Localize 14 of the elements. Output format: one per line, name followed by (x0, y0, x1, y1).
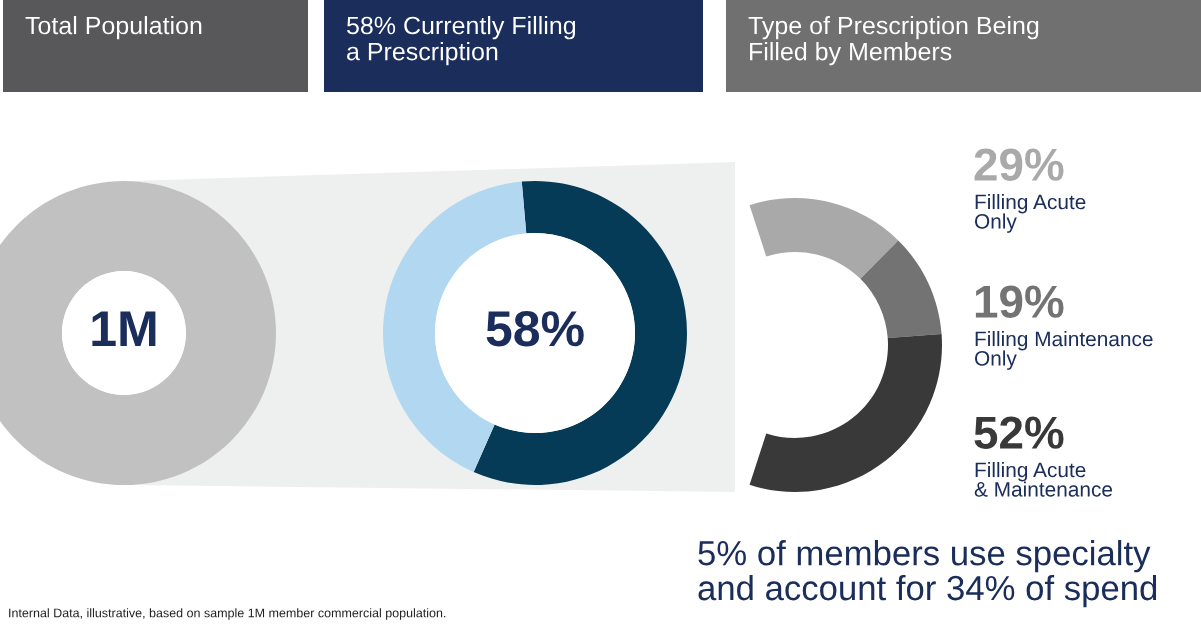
slice-label: Filling Maintenance Only (974, 331, 1153, 370)
chart-title: Total Population (25, 16, 202, 40)
data-label: 29% (974, 148, 1064, 181)
data-label: 52% (974, 416, 1064, 449)
text: Internal Data, illustrative, based on sample 1M member commercial population. (9, 608, 446, 620)
chart-title: 58% Currently Filling a Prescription (347, 16, 576, 66)
data-label: 1M (92, 311, 156, 346)
slice-label: Filling Acute & Maintenance (974, 462, 1113, 497)
data-label: 58% (486, 311, 584, 347)
chart-title: Type of Prescription Being Filled by Members (748, 16, 1039, 66)
data-label: 19% (975, 285, 1064, 318)
donut-slice (473, 181, 687, 485)
text: 5% of members use specialty and account for 34% of spend (698, 540, 1157, 608)
slice-label: Filling Acute Only (974, 194, 1086, 233)
